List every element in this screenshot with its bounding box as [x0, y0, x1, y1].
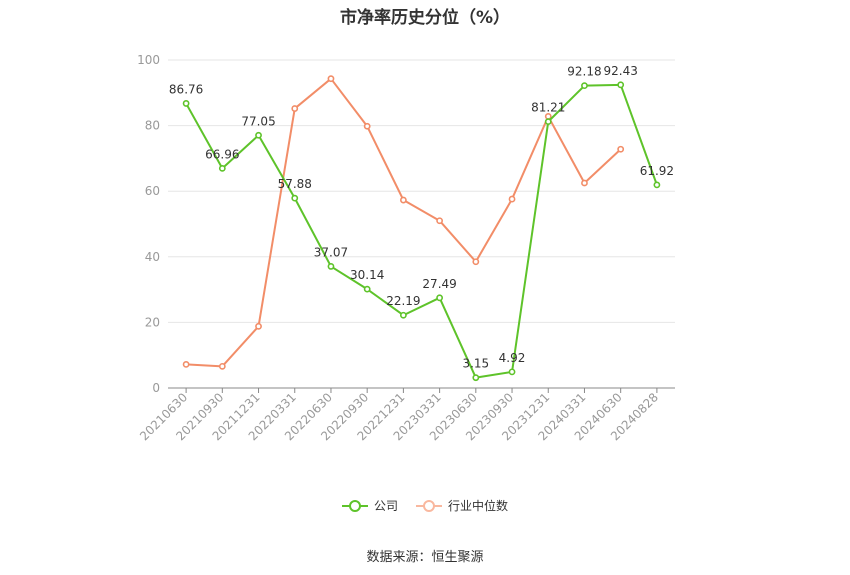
- data-label-company: 37.07: [314, 245, 348, 259]
- point-industry-median: [617, 145, 625, 153]
- data-label-company: 81.21: [531, 101, 565, 115]
- point-company: [218, 164, 226, 172]
- point-industry-median: [581, 179, 588, 187]
- point-industry-median: [255, 322, 262, 330]
- data-label-layer: 86.76 66.96 77.05 57.88 37.0730.1422.1927.49…: [169, 64, 674, 371]
- point-industry-median: [182, 360, 190, 368]
- axis-layer: 0204060801002021063020210930202112312022…: [137, 53, 675, 443]
- point-company: [436, 294, 444, 302]
- point-company: [327, 263, 335, 270]
- data-label-company: 22.19: [386, 294, 420, 308]
- y-tick-label: 80: [145, 119, 160, 133]
- point-company: [653, 181, 661, 189]
- data-label-company: 92.18: [567, 65, 601, 79]
- point-company: [544, 118, 552, 126]
- data-label-company: 27.49: [422, 277, 456, 291]
- legend-swatch-company: [341, 499, 368, 512]
- point-industry-median: [327, 75, 335, 83]
- y-tick-label: 60: [145, 184, 160, 198]
- data-label-company: 3.15: [462, 357, 489, 371]
- point-industry-median: [291, 105, 299, 112]
- data-label-company: 61.92: [640, 164, 674, 178]
- point-company: [291, 194, 299, 202]
- data-label-company: 66.96: [205, 147, 239, 161]
- point-industry-median: [508, 195, 516, 203]
- point-company: [255, 131, 262, 139]
- point-company: [508, 368, 516, 376]
- point-industry-median: [399, 196, 407, 204]
- point-industry-median: [363, 122, 371, 130]
- legend: 公司 行业中位数: [0, 497, 850, 514]
- y-tick-label: 0: [152, 381, 160, 395]
- point-industry-median: [472, 258, 480, 266]
- y-tick-label: 40: [145, 250, 160, 264]
- legend-item-industry-median[interactable]: 行业中位数: [416, 497, 508, 514]
- data-label-company: 86.76: [169, 82, 203, 96]
- legend-label-industry-median: 行业中位数: [448, 499, 509, 513]
- point-company: [399, 311, 407, 319]
- data-label-company: 77.05: [241, 114, 275, 128]
- point-company: [472, 374, 480, 382]
- data-label-company: 30.14: [350, 268, 384, 282]
- data-label-company: 57.88: [278, 177, 312, 191]
- point-company: [363, 285, 371, 293]
- point-company: [182, 100, 190, 107]
- point-company: [617, 81, 625, 89]
- legend-item-company[interactable]: 公司: [341, 497, 398, 514]
- y-tick-label: 20: [145, 315, 160, 329]
- legend-label-company: 公司: [373, 499, 398, 513]
- series-line-company: [185, 83, 658, 379]
- data-label-company: 4.92: [499, 351, 526, 365]
- source-note: 数据来源：恒生聚源: [366, 550, 484, 565]
- legend-swatch-industry-median: [416, 499, 442, 512]
- point-industry-median: [436, 217, 444, 225]
- series-layer: [182, 75, 661, 382]
- chart-title: 市净率历史分位（%）: [339, 8, 511, 28]
- grid-layer: [168, 59, 675, 323]
- y-tick-label: 100: [137, 53, 160, 67]
- point-company: [581, 82, 588, 90]
- data-label-company: 92.43: [603, 64, 637, 78]
- point-industry-median: [218, 362, 226, 370]
